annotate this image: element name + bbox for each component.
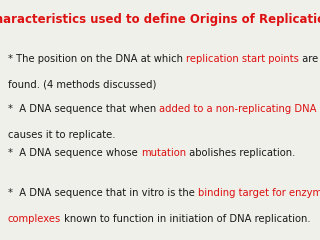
Text: *  A DNA sequence that when: * A DNA sequence that when: [8, 104, 159, 114]
Text: mutation: mutation: [141, 148, 186, 158]
Text: causes it to replicate.: causes it to replicate.: [8, 130, 116, 140]
Text: found. (4 methods discussed): found. (4 methods discussed): [8, 79, 156, 89]
Text: complexes: complexes: [8, 214, 61, 224]
Text: are: are: [299, 54, 318, 64]
Text: known to function in initiation of DNA replication.: known to function in initiation of DNA r…: [61, 214, 311, 224]
Text: abolishes replication.: abolishes replication.: [186, 148, 295, 158]
Text: *  A DNA sequence that in vitro is the: * A DNA sequence that in vitro is the: [8, 188, 198, 198]
Text: binding target for enzyme: binding target for enzyme: [198, 188, 320, 198]
Text: Characteristics used to define Origins of Replication: Characteristics used to define Origins o…: [0, 13, 320, 26]
Text: * The position on the DNA at which: * The position on the DNA at which: [8, 54, 186, 64]
Text: *  A DNA sequence whose: * A DNA sequence whose: [8, 148, 141, 158]
Text: added to a non-replicating DNA: added to a non-replicating DNA: [159, 104, 317, 114]
Text: replication start points: replication start points: [186, 54, 299, 64]
